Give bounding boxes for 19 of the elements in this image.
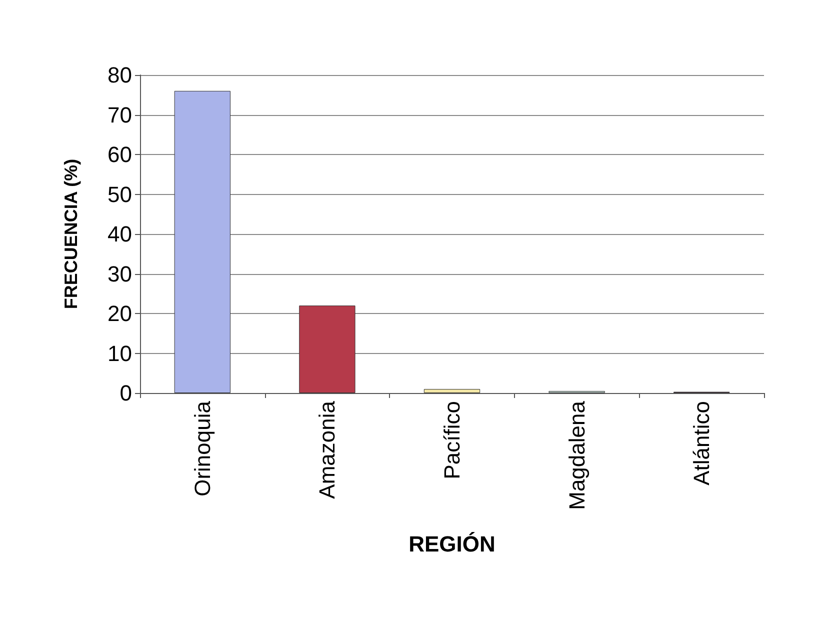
y-tick-label: 0 [120,380,132,406]
bar [174,90,230,393]
y-tick-label: 50 [108,182,132,207]
y-tick-label: 70 [108,102,132,128]
y-tick-label: 30 [108,261,132,286]
bar [424,389,480,393]
x-tick-label: Magdalena [564,400,590,510]
x-tick-label: Pacífico [440,401,464,480]
y-tick-label: 60 [108,142,132,167]
y-tick-label: 20 [108,301,132,326]
y-tick-label: 40 [108,222,132,246]
bar [299,306,356,393]
x-axis-title: REGIÓN [408,532,496,556]
y-tick-label: 10 [108,340,132,366]
x-tick-label: Orinoquia [190,400,215,496]
x-tick-label: Amazonia [314,400,340,499]
y-axis-title: FRECUENCIA (%) [61,158,81,310]
x-tick-label: Atlántico [689,401,714,486]
y-tick-label: 80 [108,62,132,88]
